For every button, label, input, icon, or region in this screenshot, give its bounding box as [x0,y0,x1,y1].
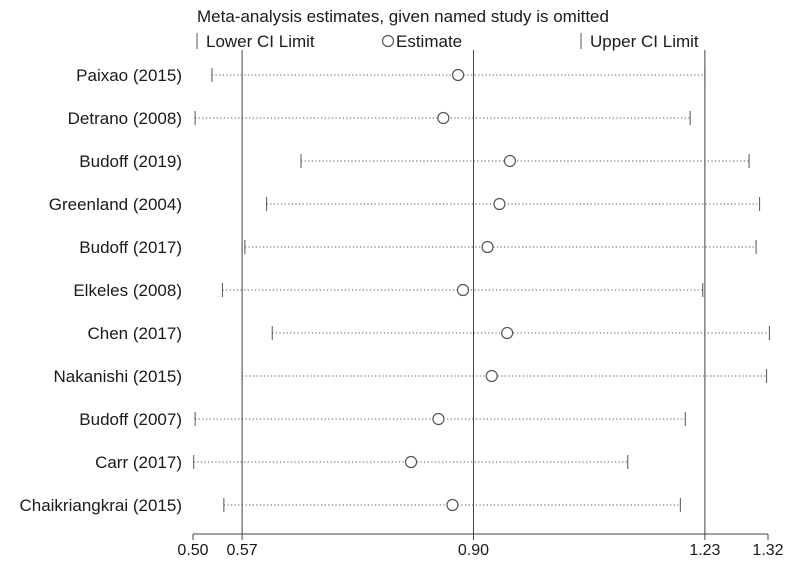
plot-area: 0.50 0.57 0.90 1.23 1.32 Paixao (2015) Detrano… [19,50,784,559]
legend-estimate-label: Estimate [396,32,462,51]
study-label: Paixao (2015) [76,66,182,85]
study-label: Elkeles (2008) [73,281,182,300]
estimate-circle [493,197,506,211]
estimate-circle [481,240,494,254]
x-tick-label: 0.57 [227,542,258,559]
estimate-circle [503,154,517,168]
x-tick-label: 0.90 [458,542,489,559]
x-tick-label: 1.32 [752,542,783,559]
legend-lower-ci-label: Lower CI Limit [206,32,315,51]
estimate-circle [437,111,450,125]
estimate-circle [456,283,470,297]
legend-estimate-circle [381,34,395,48]
study-label: Budoff (2019) [79,152,182,171]
estimate-circle [432,412,445,426]
study-label: Greenland (2004) [49,195,182,214]
chart-title: Meta-analysis estimates, given named stu… [197,7,609,26]
legend: Lower CI Limit Estimate Upper CI Limit [196,32,699,51]
x-tick-label: 1.23 [689,542,720,559]
legend-upper-ci-label: Upper CI Limit [590,32,699,51]
study-label: Budoff (2007) [79,410,182,429]
study-label: Chaikriangkrai (2015) [19,496,182,515]
study-label: Chen (2017) [87,324,182,343]
estimate-circle [501,326,514,340]
x-tick-label: 0.50 [177,542,208,559]
study-label: Budoff (2017) [79,238,182,257]
study-label: Carr (2017) [95,453,182,472]
estimate-circle [446,498,459,512]
estimate-circle [485,369,498,383]
estimate-circle [404,455,418,469]
estimate-circle [451,68,465,82]
study-label: Detrano (2008) [68,109,182,128]
study-label: Nakanishi (2015) [53,367,182,386]
